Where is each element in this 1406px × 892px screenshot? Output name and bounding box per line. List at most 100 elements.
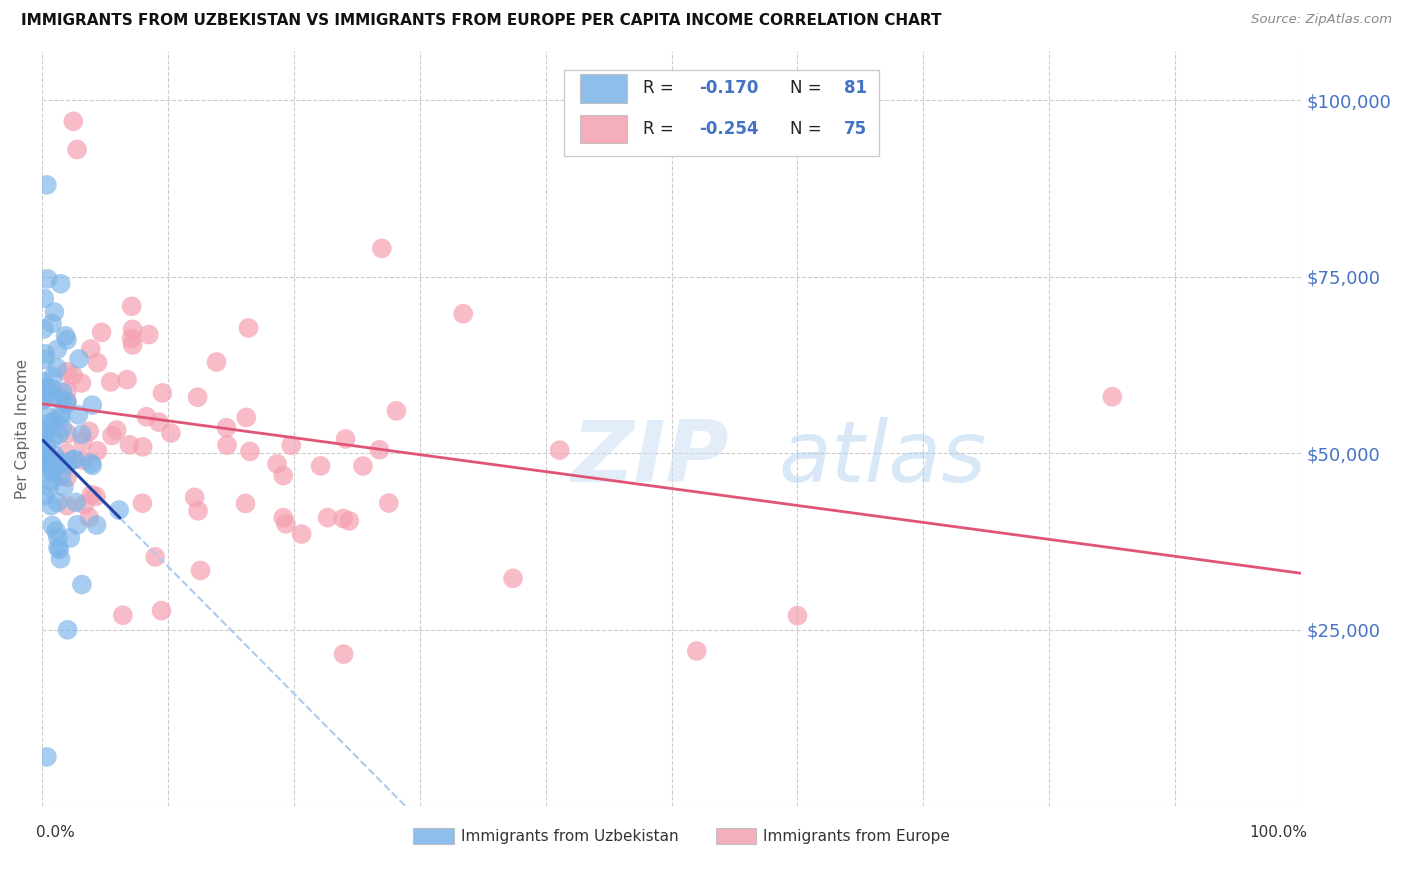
Point	[41, 317, 63, 331]
Text: 81: 81	[844, 79, 868, 97]
Text: ZIP: ZIP	[571, 417, 728, 500]
Point	[70, 427, 93, 442]
Point	[67, 351, 90, 366]
FancyBboxPatch shape	[564, 70, 879, 156]
Point	[121, 331, 143, 345]
Point	[56, 384, 79, 398]
Text: 0.0%: 0.0%	[35, 825, 75, 840]
Point	[187, 504, 209, 518]
Point	[44, 454, 66, 468]
Text: Source: ZipAtlas.com: Source: ZipAtlas.com	[1251, 13, 1392, 27]
Text: 75: 75	[844, 120, 868, 138]
Point	[52, 421, 75, 435]
Point	[84, 490, 107, 504]
Point	[35, 178, 58, 192]
Point	[35, 439, 58, 453]
Point	[34, 456, 56, 470]
Point	[335, 432, 357, 446]
Point	[55, 328, 77, 343]
Text: R =: R =	[643, 120, 679, 138]
Point	[44, 448, 66, 462]
Point	[502, 571, 524, 585]
Point	[34, 347, 56, 361]
Point	[121, 299, 143, 313]
Point	[101, 428, 124, 442]
Point	[332, 647, 354, 661]
Point	[371, 242, 394, 256]
Text: R =: R =	[643, 79, 679, 97]
Point	[62, 453, 84, 467]
Point	[148, 415, 170, 429]
Point	[70, 577, 93, 591]
Point	[121, 338, 143, 352]
Point	[131, 496, 153, 510]
Point	[41, 382, 63, 396]
Point	[46, 343, 69, 357]
Point	[105, 423, 128, 437]
Point	[72, 453, 94, 467]
Point	[82, 398, 104, 412]
Point	[32, 392, 55, 407]
Text: 100.0%: 100.0%	[1250, 825, 1308, 840]
Point	[46, 531, 69, 545]
Point	[38, 480, 60, 494]
Point	[45, 524, 67, 538]
Point	[1101, 390, 1123, 404]
Point	[143, 549, 166, 564]
Point	[62, 368, 84, 383]
Text: N =: N =	[790, 120, 827, 138]
Text: N =: N =	[790, 79, 827, 97]
Point	[115, 373, 138, 387]
Point	[38, 453, 60, 467]
Point	[34, 488, 56, 502]
Point	[190, 564, 212, 578]
Point	[291, 527, 314, 541]
Point	[274, 516, 297, 531]
Point	[41, 518, 63, 533]
Point	[309, 458, 332, 473]
Point	[32, 392, 55, 407]
Point	[49, 408, 72, 422]
Point	[80, 488, 103, 502]
Text: atlas: atlas	[779, 417, 987, 500]
Point	[34, 425, 56, 440]
Point	[32, 383, 55, 397]
Point	[80, 342, 103, 356]
Point	[37, 454, 59, 468]
Point	[378, 496, 401, 510]
Text: -0.170: -0.170	[699, 79, 759, 97]
Point	[90, 326, 112, 340]
Point	[271, 468, 294, 483]
Point	[66, 517, 89, 532]
Point	[385, 404, 408, 418]
Point	[86, 443, 108, 458]
Point	[271, 510, 294, 524]
Point	[238, 321, 260, 335]
Point	[41, 460, 63, 475]
Point	[37, 272, 59, 286]
Point	[56, 446, 79, 460]
Point	[52, 480, 75, 494]
Point	[56, 499, 79, 513]
Point	[187, 390, 209, 404]
Point	[118, 438, 141, 452]
Point	[150, 386, 173, 401]
Point	[786, 608, 808, 623]
Point	[56, 365, 79, 379]
Point	[239, 444, 262, 458]
Point	[131, 440, 153, 454]
Point	[35, 452, 58, 467]
Point	[548, 443, 571, 458]
Point	[51, 455, 73, 469]
Point	[352, 458, 374, 473]
Text: IMMIGRANTS FROM UZBEKISTAN VS IMMIGRANTS FROM EUROPE PER CAPITA INCOME CORRELATI: IMMIGRANTS FROM UZBEKISTAN VS IMMIGRANTS…	[21, 13, 942, 29]
FancyBboxPatch shape	[413, 828, 454, 844]
Text: Immigrants from Europe: Immigrants from Europe	[763, 829, 950, 844]
Point	[280, 438, 302, 452]
Point	[32, 375, 55, 389]
Point	[32, 291, 55, 305]
Point	[49, 551, 72, 566]
Point	[111, 608, 134, 623]
Point	[32, 450, 55, 464]
Point	[86, 518, 108, 533]
